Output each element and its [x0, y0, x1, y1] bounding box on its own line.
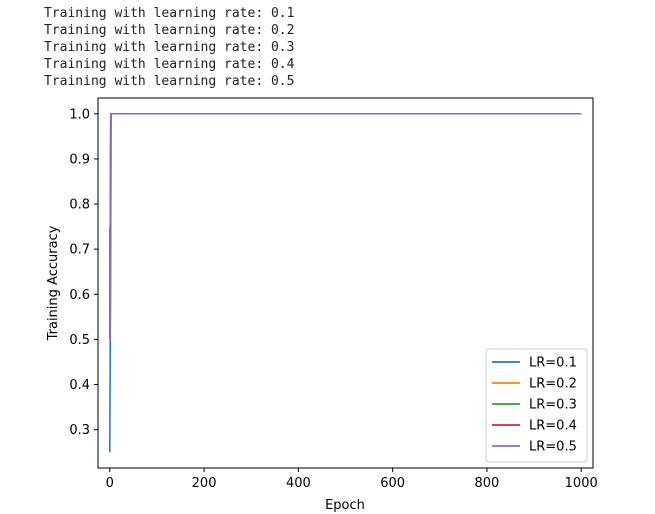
console-output: Training with learning rate: 0.1 Training… — [44, 5, 294, 90]
legend-label: LR=0.1 — [529, 356, 577, 371]
y-axis-label: Training Accuracy — [46, 225, 61, 341]
x-tick-label: 1000 — [565, 476, 598, 491]
x-axis-label: Epoch — [325, 498, 365, 513]
y-tick-label: 0.4 — [69, 378, 90, 393]
x-axis: 0 200 400 600 800 1000 — [106, 468, 598, 491]
x-tick-label: 400 — [286, 476, 311, 491]
series-line-3 — [109, 113, 582, 340]
legend-label: LR=0.4 — [529, 419, 577, 434]
series-line-4 — [109, 113, 582, 341]
x-tick-label: 0 — [106, 476, 114, 491]
console-line: Training with learning rate: 0.5 — [44, 74, 295, 89]
y-tick-label: 0.5 — [69, 333, 90, 348]
series-line-2 — [109, 113, 582, 340]
series-layer — [109, 113, 582, 453]
series-line-5 — [109, 113, 582, 341]
y-tick-label: 0.3 — [69, 423, 90, 438]
y-tick-label: 0.9 — [69, 152, 90, 167]
console-line: Training with learning rate: 0.2 — [44, 23, 295, 38]
console-line: Training with learning rate: 0.4 — [44, 57, 295, 72]
legend: LR=0.1 LR=0.2 LR=0.3 LR=0.4 LR=0.5 — [485, 348, 588, 463]
legend-label: LR=0.2 — [529, 377, 577, 392]
legend-box — [485, 348, 588, 463]
console-line: Training with learning rate: 0.3 — [44, 40, 295, 55]
x-tick-label: 600 — [380, 476, 405, 491]
legend-label: LR=0.3 — [529, 398, 577, 413]
console-line: Training with learning rate: 0.1 — [44, 6, 295, 21]
y-tick-label: 0.8 — [69, 198, 90, 213]
y-tick-label: 1.0 — [69, 107, 90, 122]
y-tick-label: 0.6 — [69, 288, 90, 303]
legend-label: LR=0.5 — [529, 440, 577, 455]
plot-frame — [97, 97, 594, 469]
x-tick-label: 200 — [192, 476, 217, 491]
y-tick-label: 0.7 — [69, 243, 90, 258]
y-axis: 0.3 0.4 0.5 0.6 0.7 0.8 0.9 1.0 — [69, 107, 98, 438]
x-tick-label: 800 — [475, 476, 500, 491]
